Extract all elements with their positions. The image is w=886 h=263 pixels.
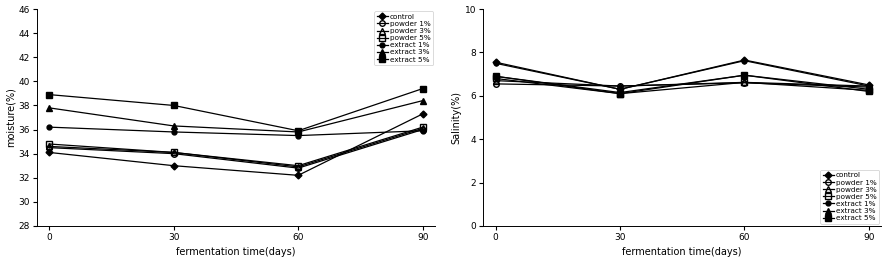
Legend: control, powder 1%, powder 3%, powder 5%, extract 1%, extract 3%, extract 5%: control, powder 1%, powder 3%, powder 5%… xyxy=(374,11,432,65)
Y-axis label: moisture(%): moisture(%) xyxy=(5,88,16,148)
Legend: control, powder 1%, powder 3%, powder 5%, extract 1%, extract 3%, extract 5%: control, powder 1%, powder 3%, powder 5%… xyxy=(820,170,878,224)
X-axis label: fermentation time(days): fermentation time(days) xyxy=(176,247,295,257)
Y-axis label: Salinity(%): Salinity(%) xyxy=(451,91,462,144)
X-axis label: fermentation time(days): fermentation time(days) xyxy=(622,247,742,257)
